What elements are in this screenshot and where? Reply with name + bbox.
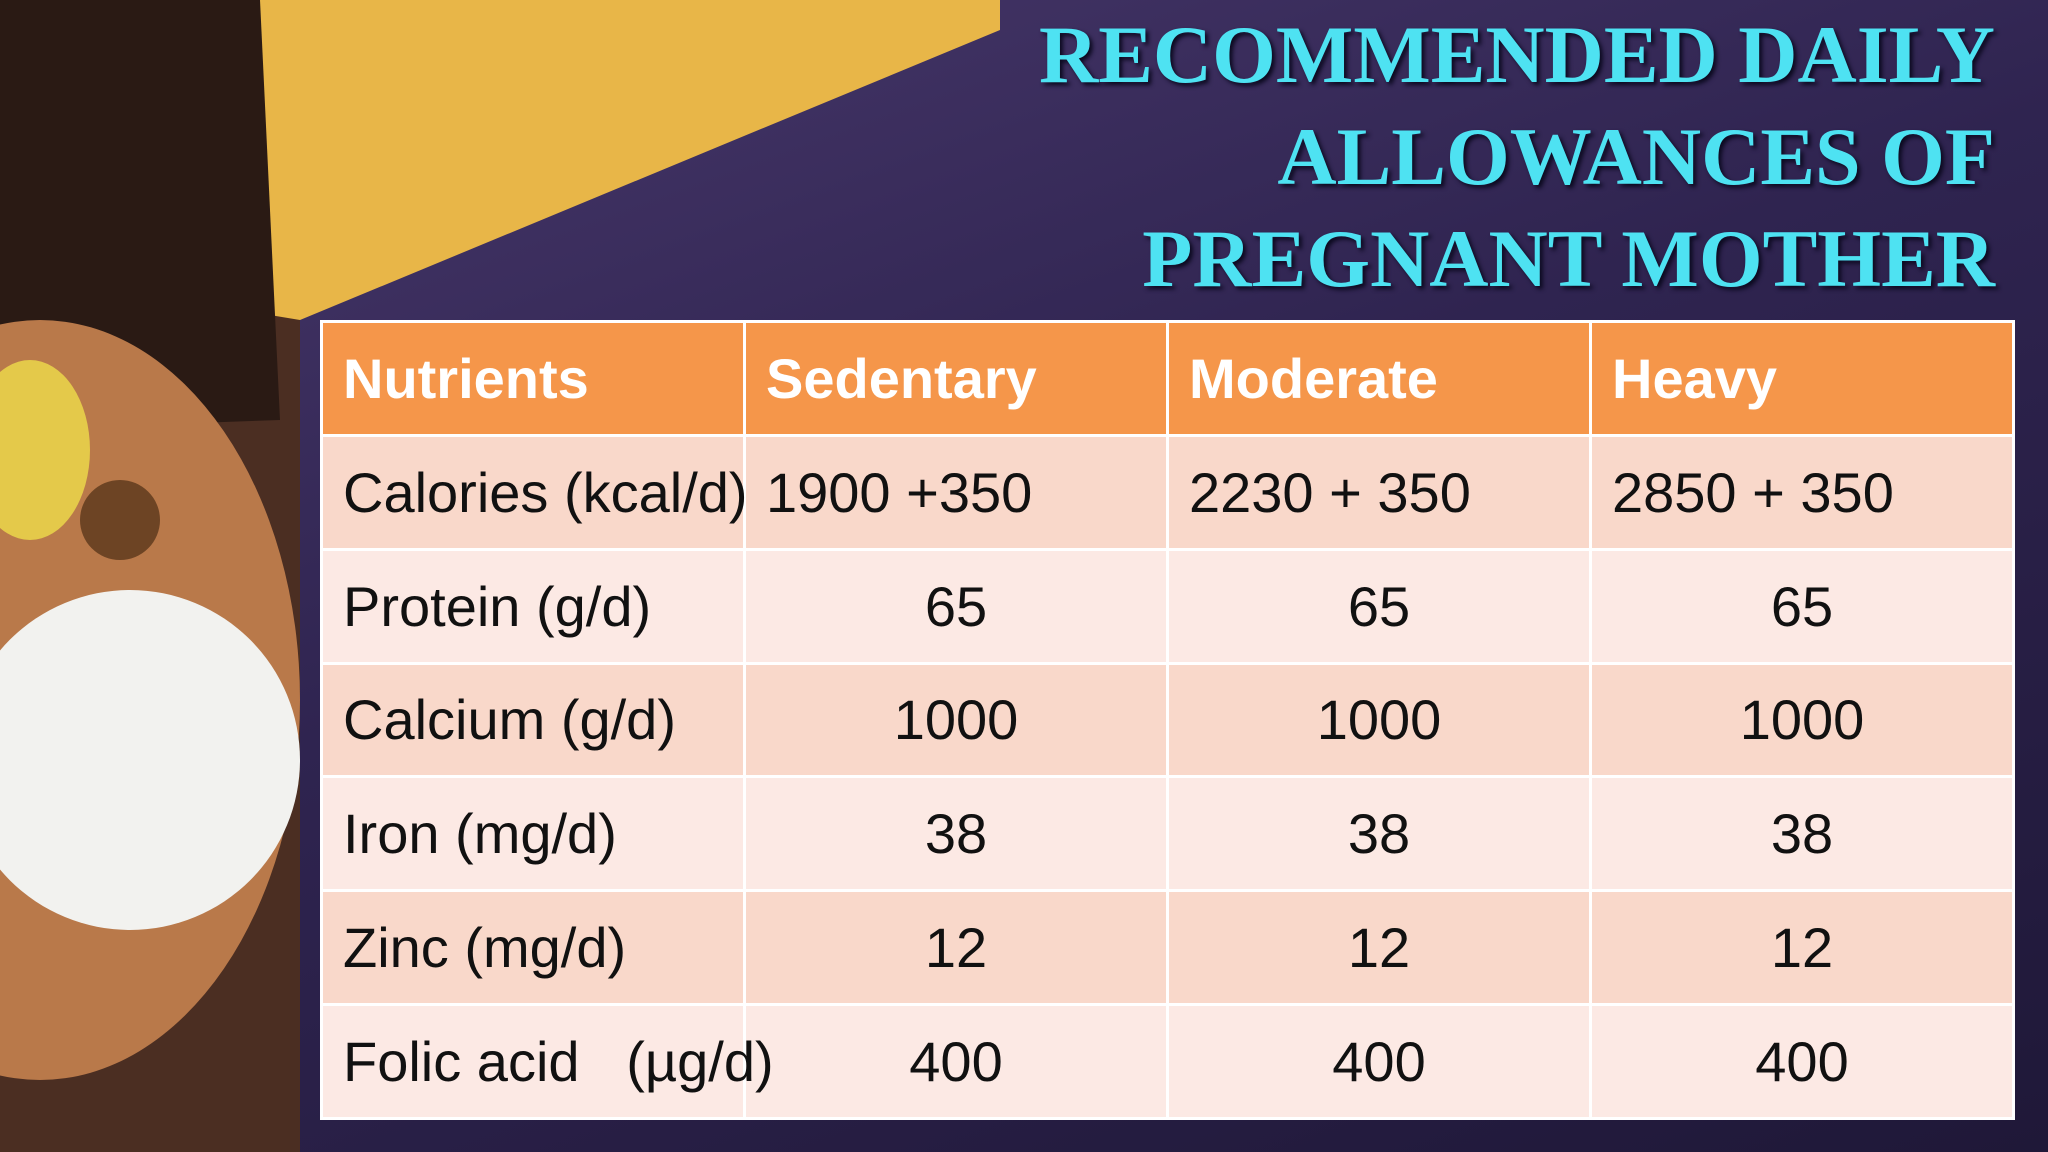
column-header: Nutrients	[320, 320, 746, 437]
walnut	[80, 480, 160, 560]
nutrient-table: Nutrients Sedentary Moderate Heavy Calories …	[320, 320, 2015, 1120]
value-cell: 65	[1166, 547, 1592, 665]
table-row: Calories (kcal/d) 1900 +350 2230 + 350 2850…	[320, 433, 2015, 551]
nutrient-name: Calcium (g/d)	[320, 661, 746, 779]
value-cell: 12	[1589, 889, 2015, 1007]
column-header: Sedentary	[743, 320, 1169, 437]
value-cell: 38	[1589, 775, 2015, 893]
value-cell: 65	[743, 547, 1169, 665]
value-cell: 1000	[1166, 661, 1592, 779]
yellow-paper	[150, 0, 1000, 320]
table-row: Folic acid (µg/d) 400 400 400	[320, 1003, 2015, 1120]
value-cell: 1900 +350	[743, 433, 1169, 551]
value-cell: 12	[743, 889, 1169, 1007]
value-cell: 1000	[743, 661, 1169, 779]
cheese	[0, 590, 300, 930]
value-cell: 65	[1589, 547, 2015, 665]
table-row: Iron (mg/d) 38 38 38	[320, 775, 2015, 893]
nutrient-name: Zinc (mg/d)	[320, 889, 746, 1007]
title-line: RECOMMENDED DAILY	[1039, 9, 1995, 100]
column-header: Moderate	[1166, 320, 1592, 437]
title-line: ALLOWANCES OF	[1277, 111, 1995, 202]
value-cell: 38	[743, 775, 1169, 893]
table-row: Protein (g/d) 65 65 65	[320, 547, 2015, 665]
value-cell: 400	[743, 1003, 1169, 1120]
value-cell: 2850 + 350	[1589, 433, 2015, 551]
nutrient-name: Iron (mg/d)	[320, 775, 746, 893]
bottles	[0, 0, 280, 430]
value-cell: 12	[1166, 889, 1592, 1007]
nutrient-name: Calories (kcal/d)	[320, 433, 748, 551]
value-cell: 400	[1589, 1003, 2015, 1120]
table-row: Zinc (mg/d) 12 12 12	[320, 889, 2015, 1007]
value-cell: 1000	[1589, 661, 2015, 779]
title-line: PREGNANT MOTHER	[1142, 213, 1995, 304]
lemon	[0, 360, 90, 540]
value-cell: 400	[1166, 1003, 1592, 1120]
table-row: Calcium (g/d) 1000 1000 1000	[320, 661, 2015, 779]
value-cell: 2230 + 350	[1166, 433, 1592, 551]
slide-title: RECOMMENDED DAILY ALLOWANCES OF PREGNANT M…	[1039, 4, 1995, 310]
value-cell: 38	[1166, 775, 1592, 893]
header-row: Nutrients Sedentary Moderate Heavy	[320, 320, 2015, 437]
column-header: Heavy	[1589, 320, 2015, 437]
nutrient-name: Protein (g/d)	[320, 547, 746, 665]
nutrient-name: Folic acid (µg/d)	[320, 1003, 774, 1120]
